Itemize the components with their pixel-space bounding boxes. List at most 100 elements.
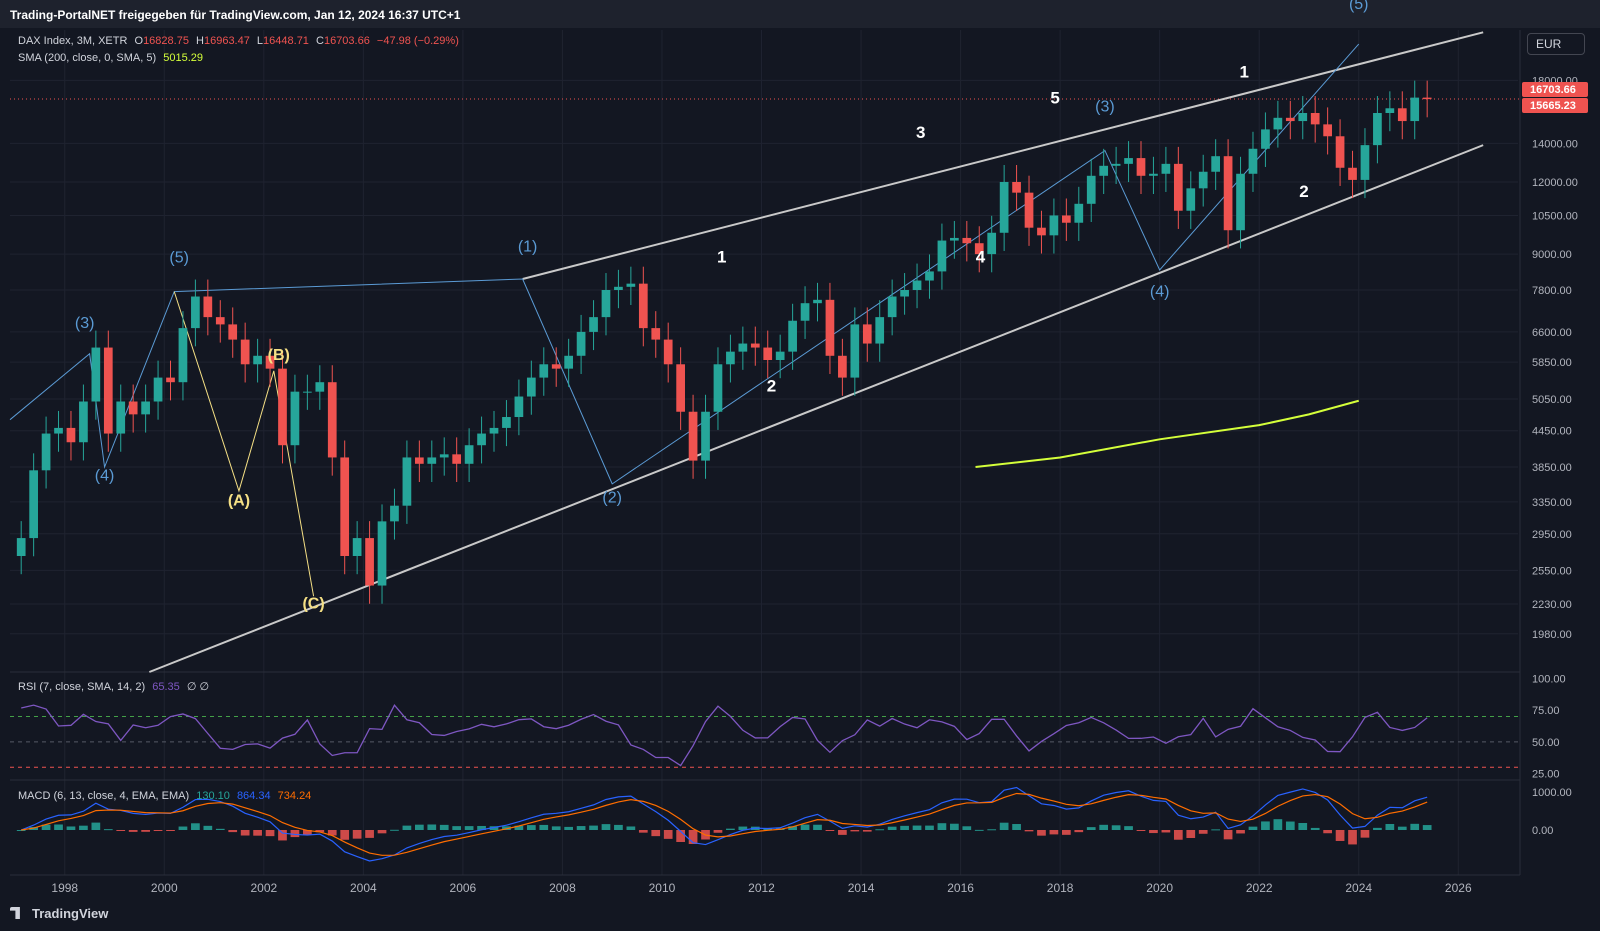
macd-hist-bar-103: [1298, 823, 1308, 830]
candle-20: [265, 355, 275, 369]
candle-95: [1198, 171, 1208, 189]
candle-69: [875, 317, 885, 344]
candle-40: [514, 396, 524, 418]
macd-hist-bar-74: [937, 823, 947, 830]
macd-hist-bar-105: [1323, 830, 1332, 834]
candle-33: [427, 457, 437, 464]
candle-100: [1261, 129, 1270, 149]
macd-hist-bar-104: [1310, 827, 1320, 830]
macd-hist-bar-99: [1248, 826, 1258, 830]
time-tick-label-14: 2026: [1445, 881, 1472, 895]
candle-41: [526, 377, 536, 397]
macd-hist-bar-76: [962, 826, 972, 830]
candle-35: [452, 454, 462, 464]
high-value: 16963.47: [203, 35, 250, 47]
macd-hist-bar-23: [303, 830, 312, 835]
header-text: Trading-PortalNET freigegeben für Tradin…: [10, 8, 461, 22]
price-tick-label-11: 3350.00: [1532, 497, 1572, 509]
candle-12: [166, 377, 175, 383]
candle-22: [290, 391, 300, 446]
price-tick-label-5: 7800.00: [1532, 285, 1572, 297]
candle-23: [303, 391, 312, 393]
sma-value: 5015.29: [163, 52, 203, 64]
macd-hist-bar-91: [1149, 830, 1158, 834]
macd-hist-bar-43: [551, 826, 561, 830]
candle-0: [16, 538, 26, 557]
candle-63: [800, 303, 810, 321]
macd-signal-line: [21, 792, 1428, 856]
macd-hist-bar-95: [1198, 830, 1208, 834]
price-tick-label-10: 3850.00: [1532, 462, 1572, 474]
macd-hist-bar-10: [141, 830, 150, 832]
macd-hist-bar-45: [576, 826, 586, 830]
candle-70: [887, 296, 897, 318]
candle-76: [962, 237, 972, 244]
candle-71: [900, 289, 909, 297]
macd-hist-bar-53: [676, 830, 685, 842]
close-value: 16703.66: [323, 35, 370, 47]
candle-107: [1348, 167, 1357, 180]
candle-111: [1397, 108, 1407, 122]
candle-54: [688, 411, 698, 461]
tradingview-brand: TradingView: [32, 906, 109, 921]
price-tick-label-13: 2550.00: [1532, 565, 1572, 577]
candle-82: [1037, 227, 1046, 236]
wave-label-blue-2: (5): [169, 250, 189, 267]
candle-66: [838, 355, 847, 378]
macd-hist-bar-11: [153, 830, 163, 831]
macd-hist-bar-39: [502, 826, 511, 830]
macd-hist-bar-27: [352, 830, 362, 839]
macd-hist-bar-65: [825, 830, 835, 831]
macd-hist-bar-85: [1074, 830, 1084, 833]
candle-108: [1360, 145, 1370, 180]
macd-hist-bar-12: [166, 830, 175, 831]
channel-upper-line: [522, 31, 1484, 280]
candle-45: [576, 331, 586, 356]
macd-hist-bar-62: [788, 826, 797, 830]
candle-109: [1373, 113, 1382, 146]
candle-4: [66, 427, 76, 443]
wave-label-yellow-1: (B): [268, 347, 290, 364]
time-tick-label-5: 2008: [549, 881, 576, 895]
candle-104: [1310, 113, 1320, 125]
candle-87: [1099, 165, 1109, 176]
time-tick-label-13: 2024: [1345, 881, 1372, 895]
macd-label: MACD (6, 13, close, 4, EMA, EMA): [18, 790, 190, 802]
macd-hist-bar-34: [439, 824, 449, 830]
macd-hist-bar-46: [589, 825, 598, 830]
macd-hist-bar-3: [54, 824, 63, 830]
candle-105: [1323, 124, 1332, 137]
macd-hist-bar-28: [365, 830, 374, 838]
macd-hist-bar-56: [713, 830, 723, 833]
candle-90: [1136, 158, 1146, 176]
macd-hist-bar-63: [800, 824, 810, 830]
macd-hist-bar-90: [1136, 830, 1146, 831]
macd-tick-label-0: 1000.00: [1532, 787, 1572, 799]
candle-62: [788, 320, 797, 352]
open-label: O: [134, 35, 144, 47]
price-tick-label-4: 9000.00: [1532, 249, 1572, 261]
candle-68: [862, 324, 872, 344]
currency-button[interactable]: EUR: [1527, 33, 1585, 55]
macd-hist-bar-113: [1422, 825, 1432, 830]
macd-hist-bar-64: [813, 824, 822, 830]
macd-hist-bar-44: [564, 826, 574, 830]
candle-3: [54, 427, 63, 434]
candle-24: [315, 382, 325, 392]
macd-hist-bar-69: [875, 829, 885, 831]
candle-65: [825, 299, 835, 356]
candle-83: [1049, 215, 1059, 236]
macd-hist-bar-35: [452, 826, 462, 830]
macd-hist-bar-101: [1273, 819, 1283, 830]
candle-18: [240, 339, 250, 365]
candle-6: [91, 347, 101, 402]
candle-17: [228, 324, 238, 340]
time-tick-label-0: 1998: [51, 881, 78, 895]
low-value: 16448.71: [263, 35, 309, 47]
tradingview-logo: TradingView: [10, 906, 108, 921]
macd-hist-bar-51: [651, 830, 661, 837]
wave-label-yellow-0: (A): [228, 493, 250, 510]
time-tick-label-11: 2020: [1146, 881, 1173, 895]
macd-hist-bar-9: [128, 830, 138, 832]
